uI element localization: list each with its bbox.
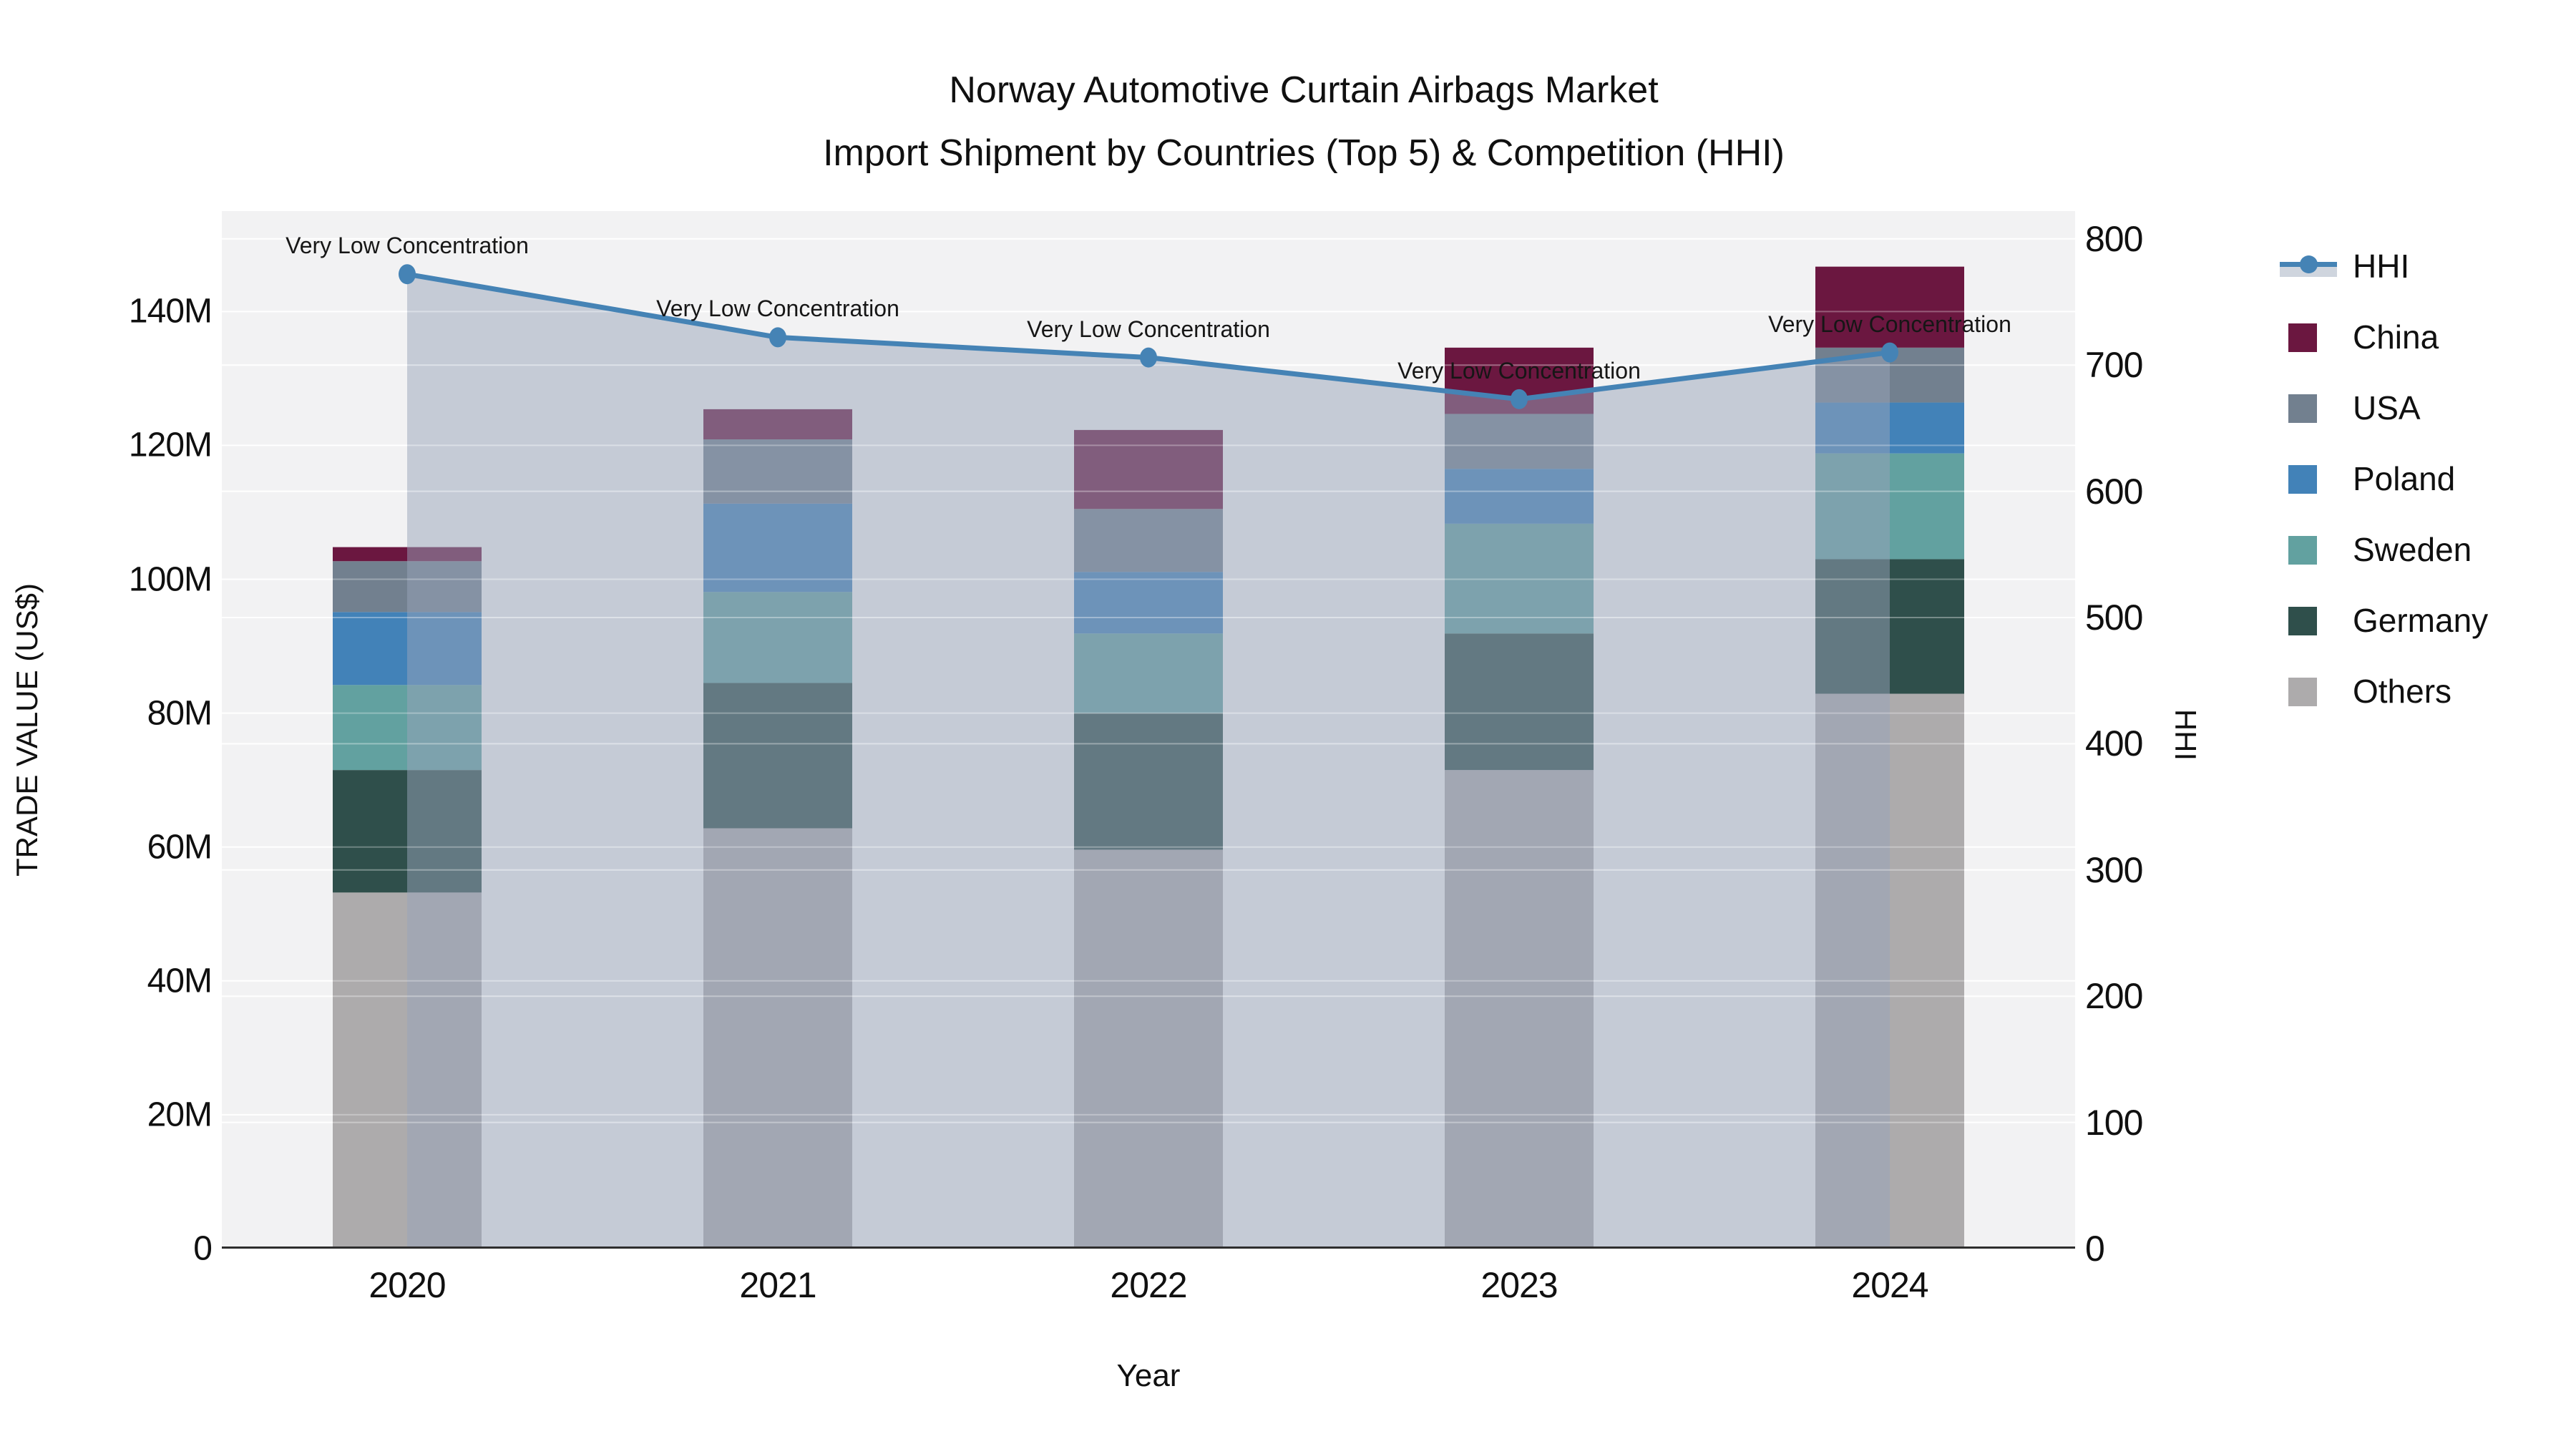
color-swatch-icon <box>2288 677 2317 706</box>
plot-area <box>222 211 2075 1249</box>
legend-label: Sweden <box>2353 530 2472 568</box>
color-swatch-icon <box>2288 535 2317 565</box>
y-axis-left-title: TRADE VALUE (US$) <box>10 583 44 877</box>
legend-label: HHI <box>2353 247 2410 285</box>
y-left-tick-40M: 40M <box>147 962 213 1000</box>
legend-label: Others <box>2353 672 2452 710</box>
x-tick-2024: 2024 <box>1851 1265 1928 1305</box>
legend-item-hhi[interactable]: HHI <box>2280 230 2488 301</box>
y-left-tick-140M: 140M <box>128 292 213 331</box>
y-right-tick-100: 100 <box>2085 1102 2143 1143</box>
legend-swatch-usa <box>2280 388 2340 428</box>
y-right-tick-700: 700 <box>2085 345 2143 386</box>
chart-subtitle: Import Shipment by Countries (Top 5) & C… <box>823 132 1785 174</box>
hhi-marker-2021 <box>769 327 786 348</box>
color-swatch-icon <box>2288 606 2317 635</box>
color-swatch-icon <box>2288 394 2317 423</box>
y-right-tick-400: 400 <box>2085 723 2143 764</box>
x-tick-2022: 2022 <box>1110 1265 1187 1305</box>
legend-item-sweden[interactable]: Sweden <box>2280 514 2488 585</box>
legend-swatch-germany <box>2280 600 2340 640</box>
x-axis-title: Year <box>1116 1358 1181 1393</box>
hhi-marker-2020 <box>399 264 416 285</box>
legend-swatch-china <box>2280 317 2340 357</box>
legend-label: Germany <box>2353 601 2489 639</box>
legend-item-germany[interactable]: Germany <box>2280 585 2488 655</box>
y-right-tick-500: 500 <box>2085 597 2143 638</box>
legend-item-usa[interactable]: USA <box>2280 372 2488 443</box>
x-tick-2020: 2020 <box>369 1265 446 1305</box>
annotation-2022: Very Low Concentration <box>1027 316 1270 342</box>
legend-swatch-poland <box>2280 459 2340 499</box>
annotation-2020: Very Low Concentration <box>286 233 529 259</box>
annotation-2024: Very Low Concentration <box>1768 311 2011 337</box>
y-right-tick-600: 600 <box>2085 471 2143 512</box>
x-axis-line <box>222 1246 2075 1249</box>
chart-title: Norway Automotive Curtain Airbags Market <box>949 69 1659 111</box>
y-left-tick-120M: 120M <box>128 426 213 464</box>
legend-label: China <box>2353 318 2439 356</box>
annotation-2021: Very Low Concentration <box>656 296 899 322</box>
y-right-tick-300: 300 <box>2085 849 2143 890</box>
legend-label: Poland <box>2353 459 2456 497</box>
legend-item-china[interactable]: China <box>2280 301 2488 372</box>
y-right-tick-0: 0 <box>2085 1229 2105 1269</box>
legend-swatch-others <box>2280 671 2340 711</box>
y-right-tick-200: 200 <box>2085 976 2143 1017</box>
y-left-tick-100M: 100M <box>128 560 213 599</box>
legend-swatch-sweden <box>2280 530 2340 570</box>
hhi-marker-2022 <box>1140 347 1157 368</box>
hhi-marker-sample <box>2300 255 2318 273</box>
x-tick-2023: 2023 <box>1480 1265 1558 1305</box>
color-swatch-icon <box>2288 323 2317 352</box>
hhi-marker-2024 <box>1881 342 1898 363</box>
legend-label: USA <box>2353 389 2421 426</box>
y-left-tick-80M: 80M <box>147 694 213 733</box>
x-tick-2021: 2021 <box>739 1265 816 1305</box>
y-left-tick-60M: 60M <box>147 828 213 867</box>
y-left-tick-0: 0 <box>193 1229 213 1268</box>
y-left-tick-20M: 20M <box>147 1096 213 1134</box>
legend: HHI China USA Poland Sweden Germany Others <box>2280 230 2488 726</box>
hhi-area-fill <box>407 274 1890 1249</box>
legend-item-poland[interactable]: Poland <box>2280 443 2488 514</box>
y-axis-right-title: HHI <box>2169 708 2202 761</box>
hhi-line-sample-icon <box>2280 246 2340 286</box>
annotation-2023: Very Low Concentration <box>1397 357 1641 384</box>
y-right-tick-800: 800 <box>2085 218 2143 259</box>
bar-segment-china-2024 <box>1815 266 1964 348</box>
color-swatch-icon <box>2288 464 2317 494</box>
plot-canvas <box>222 238 2075 1249</box>
hhi-marker-2023 <box>1511 389 1528 409</box>
legend-item-others[interactable]: Others <box>2280 655 2488 726</box>
